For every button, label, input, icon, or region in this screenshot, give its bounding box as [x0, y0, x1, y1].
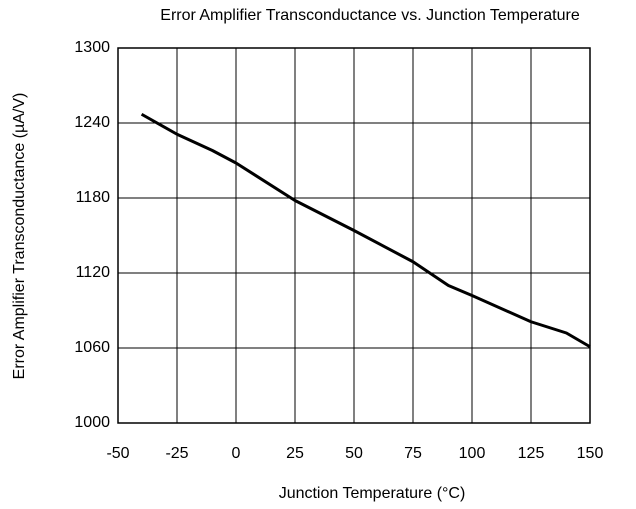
x-tick-label: -25	[165, 445, 188, 462]
x-tick-label: -50	[106, 445, 129, 462]
x-tick-label: 0	[232, 445, 241, 462]
x-tick-label: 125	[518, 445, 545, 462]
plot-frame	[117, 47, 591, 424]
y-tick-label: 1000	[74, 414, 110, 431]
y-tick-label: 1060	[74, 339, 110, 356]
x-tick-label: 150	[577, 445, 604, 462]
chart-title: Error Amplifier Transconductance vs. Jun…	[160, 7, 580, 24]
x-tick-label: 75	[404, 445, 422, 462]
x-axis-title: Junction Temperature (°C)	[279, 485, 466, 502]
y-tick-label: 1300	[74, 39, 110, 56]
y-tick-label: 1180	[76, 189, 111, 206]
x-tick-label: 50	[345, 445, 363, 462]
y-tick-label: 1240	[74, 114, 110, 131]
y-tick-label: 1120	[76, 264, 111, 281]
x-tick-label: 100	[459, 445, 486, 462]
x-tick-label: 25	[286, 445, 304, 462]
data-line	[140, 112, 591, 349]
y-axis-title: Error Amplifier Transconductance (µA/V)	[11, 93, 28, 380]
